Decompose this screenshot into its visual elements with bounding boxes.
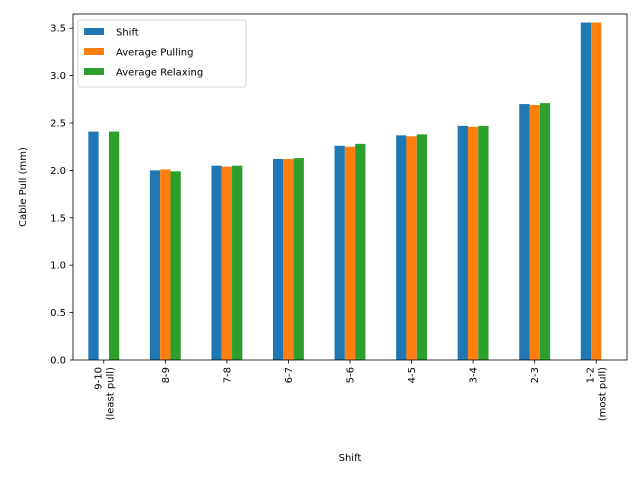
legend-swatch xyxy=(84,68,104,75)
y-axis-ticks: 0.0 0.5 1.0 1.5 2.0 2.5 3.0 3.5 xyxy=(50,24,73,367)
bar-average-pulling-2 xyxy=(221,166,233,360)
x-axis-label: Shift xyxy=(339,453,362,464)
x-tick-label: 5-6 xyxy=(346,367,357,383)
x-tick-label-line: 5-6 xyxy=(346,367,357,383)
bar-average-relaxing-6 xyxy=(478,125,489,360)
legend-swatch xyxy=(84,48,104,55)
x-tick-label-line: 7-8 xyxy=(222,367,233,383)
bar-average-relaxing-5 xyxy=(416,134,428,360)
bar-shift-2 xyxy=(211,165,222,360)
legend-label: Average Pulling xyxy=(116,48,193,59)
bar-average-pulling-4 xyxy=(344,146,356,360)
plot-frame xyxy=(72,13,628,361)
x-tick-label: 2-3 xyxy=(530,367,541,383)
x-tick-label: 4-5 xyxy=(407,367,418,383)
legend-label: Shift xyxy=(116,28,139,39)
x-tick-label: 1-2 (most pull) xyxy=(586,367,609,421)
bar-shift-0 xyxy=(88,131,99,360)
x-tick-label-line: 6-7 xyxy=(284,367,295,383)
bar-average-relaxing-0 xyxy=(108,131,120,360)
x-tick-label: 3-4 xyxy=(469,367,480,383)
y-tick-label: 0.5 xyxy=(50,308,66,319)
x-tick-label: 9-10 (least pull) xyxy=(93,367,116,421)
x-tick-label-line: 2-3 xyxy=(530,367,541,383)
bar-shift-5 xyxy=(396,135,407,360)
bar-shift-1 xyxy=(149,170,161,360)
y-tick-label: 1.5 xyxy=(50,213,66,224)
x-tick-label-line: 4-5 xyxy=(407,367,418,383)
bar-average-pulling-7 xyxy=(529,105,540,360)
bar-average-pulling-5 xyxy=(406,136,417,360)
x-tick-label-line: 9-10 xyxy=(93,367,104,390)
bar-average-relaxing-7 xyxy=(539,103,551,361)
bar-shift-4 xyxy=(334,145,345,360)
bar-shift-8 xyxy=(580,22,592,361)
y-axis-label: Cable Pull (mm) xyxy=(18,147,29,227)
x-tick-label: 8-9 xyxy=(161,367,172,383)
x-tick-label: 7-8 xyxy=(222,367,233,383)
legend-swatch xyxy=(84,28,104,35)
y-tick-label: 2.0 xyxy=(50,166,66,177)
bar-average-relaxing-1 xyxy=(170,171,181,360)
bar-average-pulling-3 xyxy=(283,159,294,360)
y-tick-label: 0.0 xyxy=(50,356,66,367)
legend-box xyxy=(77,19,247,88)
bar-shift-7 xyxy=(519,104,530,360)
bar-average-relaxing-2 xyxy=(232,165,243,360)
y-tick-label: 3.0 xyxy=(50,71,66,82)
bar-average-pulling-6 xyxy=(467,126,479,360)
x-tick-label-line: 3-4 xyxy=(469,367,480,383)
y-tick-label: 2.5 xyxy=(50,119,66,130)
bar-average-pulling-8 xyxy=(591,22,602,361)
bar-average-relaxing-3 xyxy=(293,158,304,360)
bars-group xyxy=(88,22,602,361)
bar-average-relaxing-4 xyxy=(355,143,366,360)
x-tick-label-line: 8-9 xyxy=(161,367,172,383)
bar-shift-6 xyxy=(457,125,468,360)
legend-label: Average Relaxing xyxy=(116,68,203,79)
bar-shift-3 xyxy=(272,159,284,360)
x-tick-label-line: (least pull) xyxy=(105,367,116,421)
x-axis-ticks: 9-10 (least pull) 8-9 7-8 6-7 5-6 4-5 3-4 2-3 1-2… xyxy=(93,360,609,421)
x-tick-label-line: (most pull) xyxy=(598,367,609,421)
y-tick-label: 3.5 xyxy=(50,24,66,35)
x-tick-label-line: 1-2 xyxy=(586,367,597,383)
legend: Shift Average Pulling Average Relaxing xyxy=(77,19,247,88)
x-tick-label: 6-7 xyxy=(284,367,295,383)
bar-average-pulling-1 xyxy=(160,169,171,360)
y-tick-label: 1.0 xyxy=(50,261,66,272)
